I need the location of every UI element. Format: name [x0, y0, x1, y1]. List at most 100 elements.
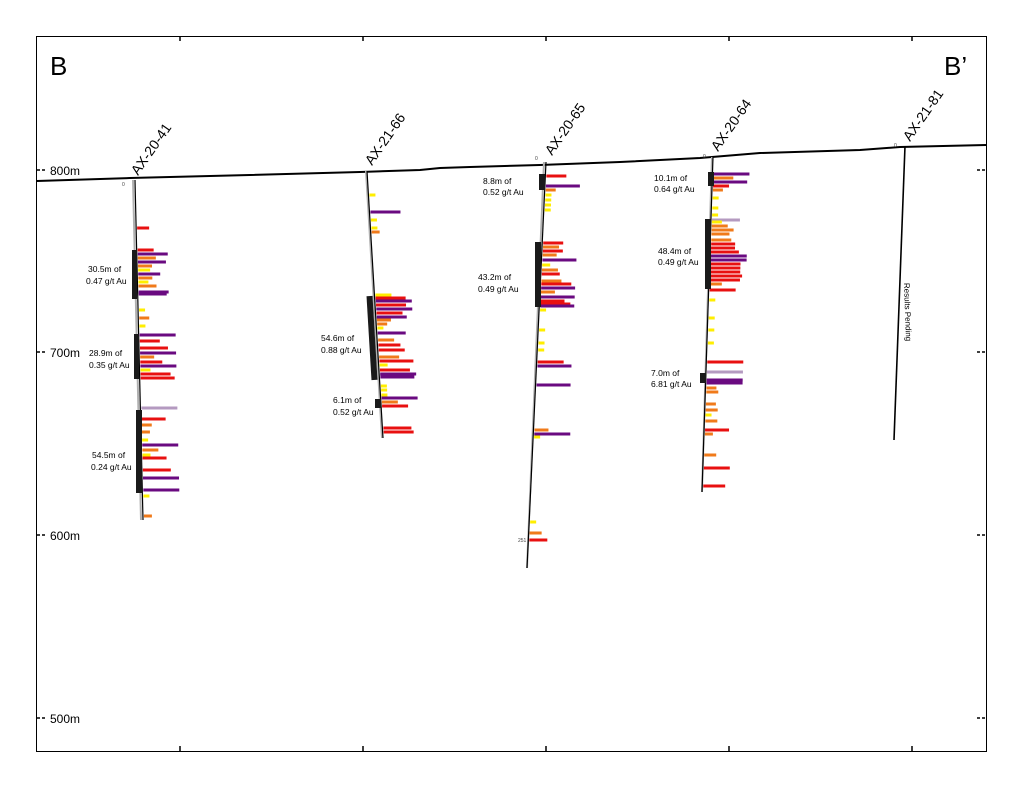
- intercept-bar: [134, 334, 139, 379]
- intercept-label: 7.0m of: [651, 368, 680, 378]
- grade-bar: [712, 213, 719, 217]
- grade-bar: [142, 448, 159, 452]
- grade-bar: [381, 396, 418, 400]
- grade-bar: [142, 453, 151, 457]
- grade-bar: [141, 430, 150, 434]
- grade-bar: [534, 432, 571, 436]
- grade-bar: [710, 274, 743, 278]
- grade-bar: [541, 268, 558, 272]
- grade-bar: [381, 388, 388, 392]
- grade-bar: [706, 378, 743, 382]
- hole-trace: [701, 156, 714, 493]
- grade-bar: [706, 386, 717, 390]
- grade-bar: [379, 368, 410, 372]
- elevation-label: 800m: [50, 164, 80, 178]
- elevation-label: 600m: [50, 529, 80, 543]
- intercept-label: 0.52 g/t Au: [333, 407, 374, 417]
- grade-bar: [370, 218, 377, 222]
- grade-bar: [544, 208, 551, 212]
- grade-bar: [143, 494, 150, 498]
- intercept-label: 28.9m of: [89, 348, 123, 358]
- section-end-label: B’: [944, 51, 967, 81]
- intercept-label: 8.8m of: [483, 176, 512, 186]
- grade-bar: [376, 303, 407, 307]
- grade-bar: [377, 331, 406, 335]
- grade-bar: [706, 370, 743, 374]
- grade-bar: [538, 341, 545, 345]
- hole-trace: [893, 145, 906, 441]
- grade-bar: [139, 316, 150, 320]
- grade-bar: [711, 238, 732, 242]
- grade-bar: [375, 299, 412, 303]
- grade-bar: [710, 262, 741, 266]
- grade-bar: [376, 315, 407, 319]
- grade-bar: [541, 272, 560, 276]
- grade-bar: [380, 372, 417, 376]
- intercept-label: 0.88 g/t Au: [321, 345, 362, 355]
- elevation-tick-500: 500m: [37, 712, 986, 726]
- grade-bar: [709, 298, 716, 302]
- grade-bar: [545, 193, 552, 197]
- grade-bar: [142, 443, 179, 447]
- grade-bar: [712, 196, 719, 200]
- grade-bar: [143, 514, 152, 518]
- grade-bar: [536, 383, 571, 387]
- grade-bar: [142, 468, 171, 472]
- grade-bar: [380, 375, 415, 379]
- grade-bar: [705, 402, 716, 406]
- intercept-bar: [539, 174, 545, 190]
- intercept-bar: [375, 399, 381, 408]
- elevation-label: 500m: [50, 712, 80, 726]
- grade-bar: [137, 226, 150, 230]
- grade-bar: [545, 184, 580, 188]
- intercept-label: 54.5m of: [92, 450, 126, 460]
- intercept-label: 0.64 g/t Au: [654, 184, 695, 194]
- collar-marker: 0: [894, 143, 897, 149]
- grade-bar: [711, 220, 722, 224]
- intercept-label: 6.1m of: [333, 395, 362, 405]
- grade-bar: [141, 417, 166, 421]
- grade-bar: [541, 279, 562, 283]
- grade-bar: [708, 316, 715, 320]
- grade-bar: [375, 293, 392, 297]
- hole-trace: [526, 161, 547, 569]
- grade-bar: [142, 438, 149, 442]
- elevation-tick-800: 800m: [37, 164, 986, 178]
- grade-bar: [709, 288, 736, 292]
- grade-bar: [141, 423, 152, 427]
- grade-bar: [142, 456, 167, 460]
- grade-bar: [540, 290, 555, 294]
- topographic-surface-line: [36, 144, 987, 182]
- intercept-label: 0.49 g/t Au: [478, 284, 519, 294]
- elevation-label: 700m: [50, 346, 80, 360]
- grade-bar: [378, 338, 395, 342]
- grade-bar: [143, 476, 180, 480]
- grade-bar: [376, 307, 413, 311]
- grade-bar: [703, 466, 730, 470]
- grade-bar: [139, 308, 146, 312]
- grade-bar: [141, 406, 178, 410]
- grade-bar: [706, 390, 719, 394]
- grade-bar: [541, 286, 576, 290]
- grade-bar: [534, 435, 541, 439]
- grade-bar: [710, 254, 747, 258]
- grade-bar: [543, 241, 564, 245]
- grade-bar: [711, 246, 736, 250]
- elevation-tick-700: 700m: [37, 346, 986, 360]
- collar-marker: 0: [703, 154, 706, 160]
- grade-bar: [713, 176, 734, 180]
- intercept-bar: [700, 373, 706, 383]
- grade-bar: [708, 328, 715, 332]
- grade-bar: [529, 538, 548, 542]
- grade-bar: [537, 364, 572, 368]
- grade-bar: [712, 188, 723, 192]
- grade-bar: [379, 355, 400, 359]
- intercept-label: 30.5m of: [88, 264, 122, 274]
- grade-bar: [138, 284, 157, 288]
- grade-bar: [143, 488, 180, 492]
- grade-bar: [140, 360, 163, 364]
- grade-bar: [711, 232, 730, 236]
- grade-bar: [713, 180, 748, 184]
- grade-bar: [540, 304, 575, 308]
- grade-bar: [540, 299, 565, 303]
